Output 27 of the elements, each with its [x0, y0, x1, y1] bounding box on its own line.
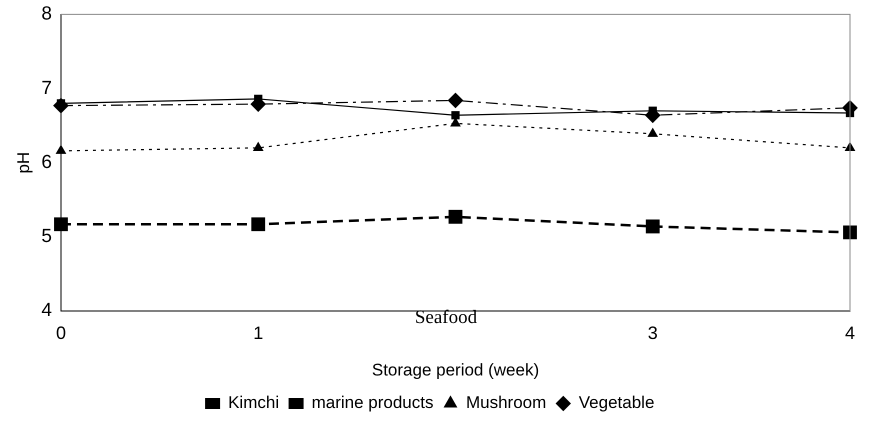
x-tick-label: 1	[253, 322, 264, 343]
point	[56, 145, 66, 154]
point	[54, 217, 68, 232]
y-tick-label: 7	[41, 78, 52, 99]
point	[451, 111, 460, 120]
point	[648, 128, 658, 137]
x-tick-label: 0	[56, 322, 66, 343]
y-tick-label: 4	[41, 300, 52, 322]
point	[253, 142, 264, 151]
x-tick-label: 3	[648, 322, 658, 343]
y-axis-title: pH	[14, 152, 33, 174]
point	[450, 118, 460, 126]
y-tick-label: 5	[41, 226, 52, 248]
annotation: Seafood	[414, 306, 478, 330]
point	[646, 220, 660, 234]
point	[448, 210, 462, 224]
point	[843, 225, 857, 240]
point	[448, 92, 464, 108]
legend-label: Vegetable	[578, 393, 654, 412]
x-axis-title: Storage period (week)	[372, 360, 540, 380]
y-tick-label: 8	[41, 4, 52, 25]
y-tick-label: 6	[41, 152, 52, 173]
x-tick-label: 4	[844, 322, 856, 343]
legend-label: Mushroom	[466, 393, 546, 412]
legend-label: marine products	[312, 393, 434, 412]
point	[251, 217, 266, 232]
legend-label: Kimchi	[228, 393, 280, 412]
